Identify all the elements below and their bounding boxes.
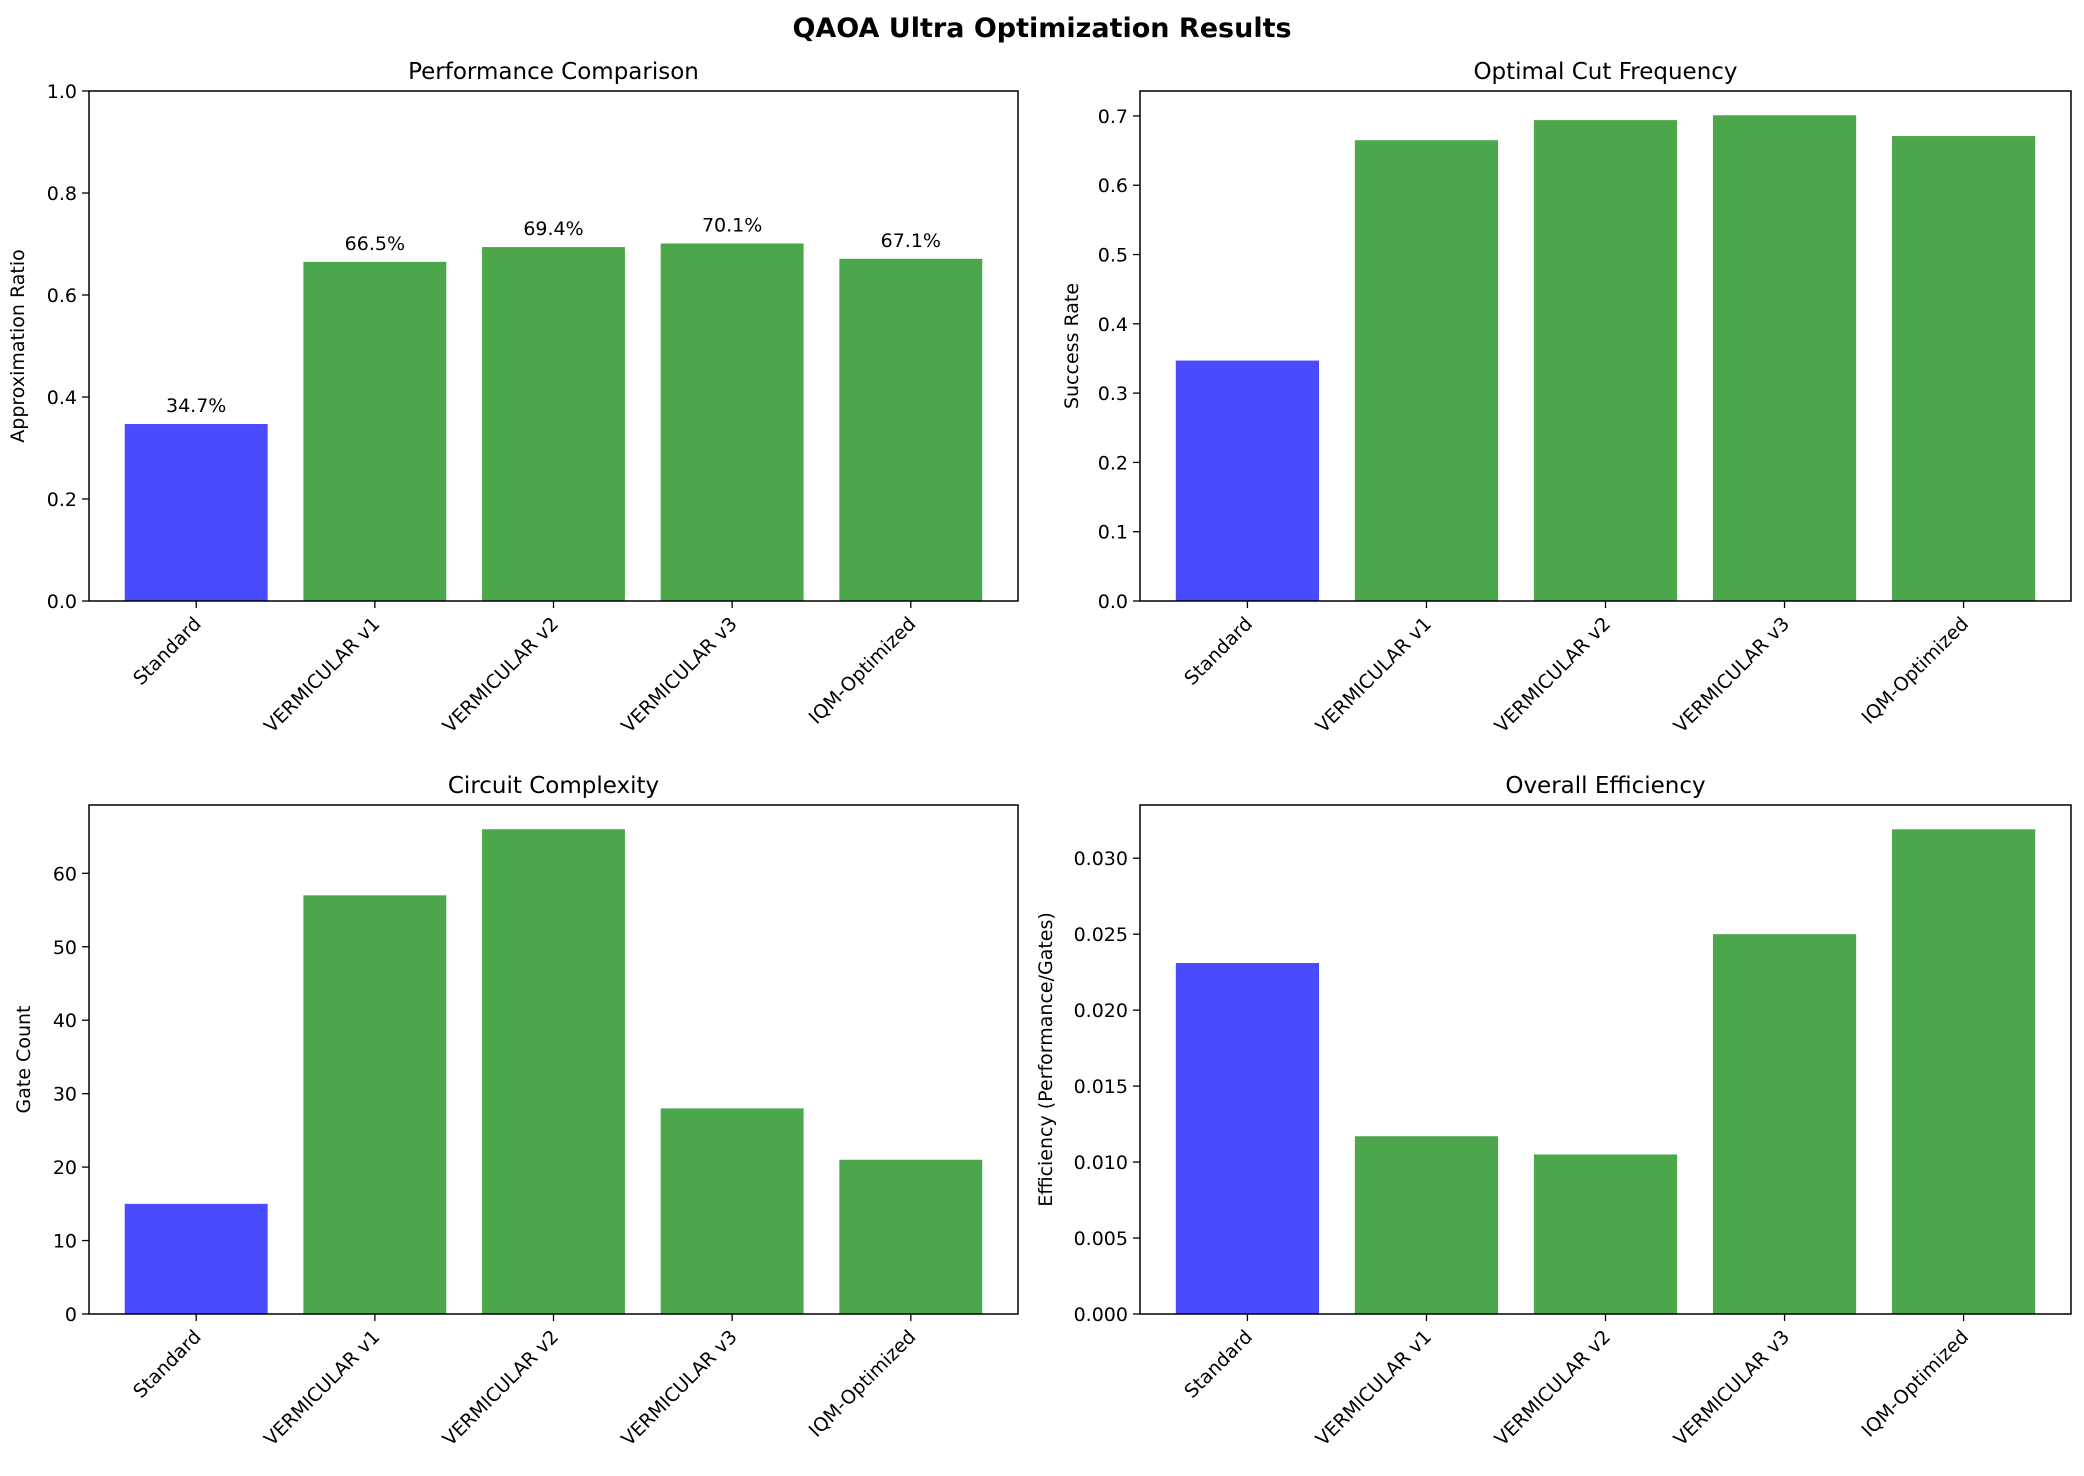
chart-4-title: Overall Efficiency [1505,773,1705,799]
chart-2-title: Optimal Cut Frequency [1473,59,1737,85]
chart-3-xtick-label: IQM-Optimized [805,1326,921,1442]
chart-1-data-label-2: 66.5% [345,233,405,255]
chart-panels: Performance Comparison 34.7% 66.5% 69.4% 70.… [7,59,2072,1450]
chart-2-bar-3 [1533,120,1678,601]
chart-3-bar-3 [482,829,625,1314]
chart-3-bar-4 [660,1108,804,1314]
chart-3-xtick-label: VERMICULAR v1 [260,1326,384,1450]
chart-1-ytick-label: 0.0 [47,591,77,613]
chart-4-ylabel: Efficiency (Performance/Gates) [1035,912,1057,1207]
chart-4-ytick-label: 0.000 [1074,1304,1128,1326]
chart-1-data-label-5: 67.1% [881,230,941,252]
chart-4-ytick-label: 0.010 [1074,1152,1128,1174]
chart-3-ytick-label: 30 [53,1084,77,1106]
chart-4-bar-2 [1354,1136,1499,1314]
chart-1-ytick-label: 0.2 [47,489,77,511]
chart-4-ytick-label: 0.030 [1074,848,1128,870]
chart-3-ytick-label: 40 [53,1010,77,1032]
chart-4-xtick-label: VERMICULAR v2 [1491,1326,1615,1450]
chart-1-data-label-4: 70.1% [702,214,762,236]
chart-4: Overall Efficiency 0.000 0.005 0.010 0.015 0.… [1035,773,2072,1450]
chart-3-ytick-label: 10 [53,1231,77,1253]
chart-2-bar-2 [1354,140,1499,601]
chart-1-ytick-label: 0.6 [47,285,77,307]
chart-4-bar-5 [1891,829,2036,1314]
chart-3-bar-5 [839,1159,983,1314]
chart-1-data-label-3: 69.4% [523,218,583,240]
chart-4-bar-1 [1175,963,1320,1314]
chart-3-ytick-label: 0 [65,1304,77,1326]
chart-2-ylabel: Success Rate [1061,283,1083,409]
chart-4-bar-4 [1712,934,1857,1314]
chart-3-ytick-label: 20 [53,1157,77,1179]
chart-1: Performance Comparison 34.7% 66.5% 69.4% 70.… [7,59,1019,737]
chart-1-bar-4 [660,243,804,602]
chart-1-bar-5 [839,258,983,601]
chart-1-xtick-label: VERMICULAR v3 [617,613,741,737]
chart-2-ytick-label: 0.6 [1098,175,1128,197]
chart-4-ytick-label: 0.025 [1074,924,1128,946]
chart-1-ytick-label: 1.0 [47,81,77,103]
figure-title: QAOA Ultra Optimization Results [792,13,1291,44]
chart-2-bar-1 [1175,360,1320,601]
chart-3-xtick-label: Standard [129,1326,206,1403]
chart-4-xtick-label: Standard [1180,1326,1257,1403]
chart-1-xtick-label: VERMICULAR v2 [439,613,563,737]
chart-3-xtick-label: VERMICULAR v3 [617,1326,741,1450]
chart-1-title: Performance Comparison [408,59,699,85]
chart-1-xtick-label: Standard [129,613,206,690]
chart-4-ytick-label: 0.015 [1074,1076,1128,1098]
chart-3-bar-2 [303,895,447,1314]
chart-2-ytick-label: 0.5 [1098,245,1128,267]
chart-4-bar-3 [1533,1154,1678,1314]
chart-2-ytick-label: 0.0 [1098,591,1128,613]
chart-2-bar-4 [1712,115,1857,601]
chart-2-ytick-label: 0.3 [1098,383,1128,405]
chart-1-xtick-label: IQM-Optimized [805,613,921,729]
chart-1-bar-2 [303,261,447,601]
chart-1-bar-3 [482,247,625,601]
chart-4-ytick-label: 0.020 [1074,1000,1128,1022]
chart-2-ytick-label: 0.7 [1098,106,1128,128]
chart-2-xtick-label: IQM-Optimized [1857,613,1973,729]
chart-1-xtick-label: VERMICULAR v1 [260,613,384,737]
chart-2-xtick-label: VERMICULAR v2 [1491,613,1615,737]
chart-3-ytick-label: 60 [53,863,77,885]
chart-2-ytick-label: 0.4 [1098,314,1128,336]
chart-1-ylabel: Approximation Ratio [7,249,29,442]
chart-3: Circuit Complexity 0 10 20 30 40 50 60 Standard V… [13,773,1019,1450]
chart-1-bar-1 [124,424,268,601]
chart-4-xtick-label: IQM-Optimized [1857,1326,1973,1442]
chart-4-ytick-label: 0.005 [1074,1228,1128,1250]
chart-2-ytick-label: 0.1 [1098,522,1128,544]
chart-1-ytick-label: 0.8 [47,183,77,205]
chart-3-title: Circuit Complexity [448,773,659,799]
chart-3-ytick-label: 50 [53,937,77,959]
chart-2-xtick-label: VERMICULAR v1 [1312,613,1436,737]
chart-1-ytick-label: 0.4 [47,387,77,409]
chart-3-bar-1 [124,1203,268,1314]
chart-2-bar-5 [1891,136,2036,601]
chart-2: Optimal Cut Frequency 0.0 0.1 0.2 0.3 0.4 0.5 0… [1061,59,2072,737]
chart-3-ylabel: Gate Count [13,1006,35,1114]
chart-1-data-label-1: 34.7% [166,395,226,417]
chart-2-xtick-label: Standard [1180,613,1257,690]
chart-4-xtick-label: VERMICULAR v1 [1312,1326,1436,1450]
chart-2-xtick-label: VERMICULAR v3 [1670,613,1794,737]
chart-2-ytick-label: 0.2 [1098,452,1128,474]
chart-4-xtick-label: VERMICULAR v3 [1670,1326,1794,1450]
chart-3-xtick-label: VERMICULAR v2 [439,1326,563,1450]
